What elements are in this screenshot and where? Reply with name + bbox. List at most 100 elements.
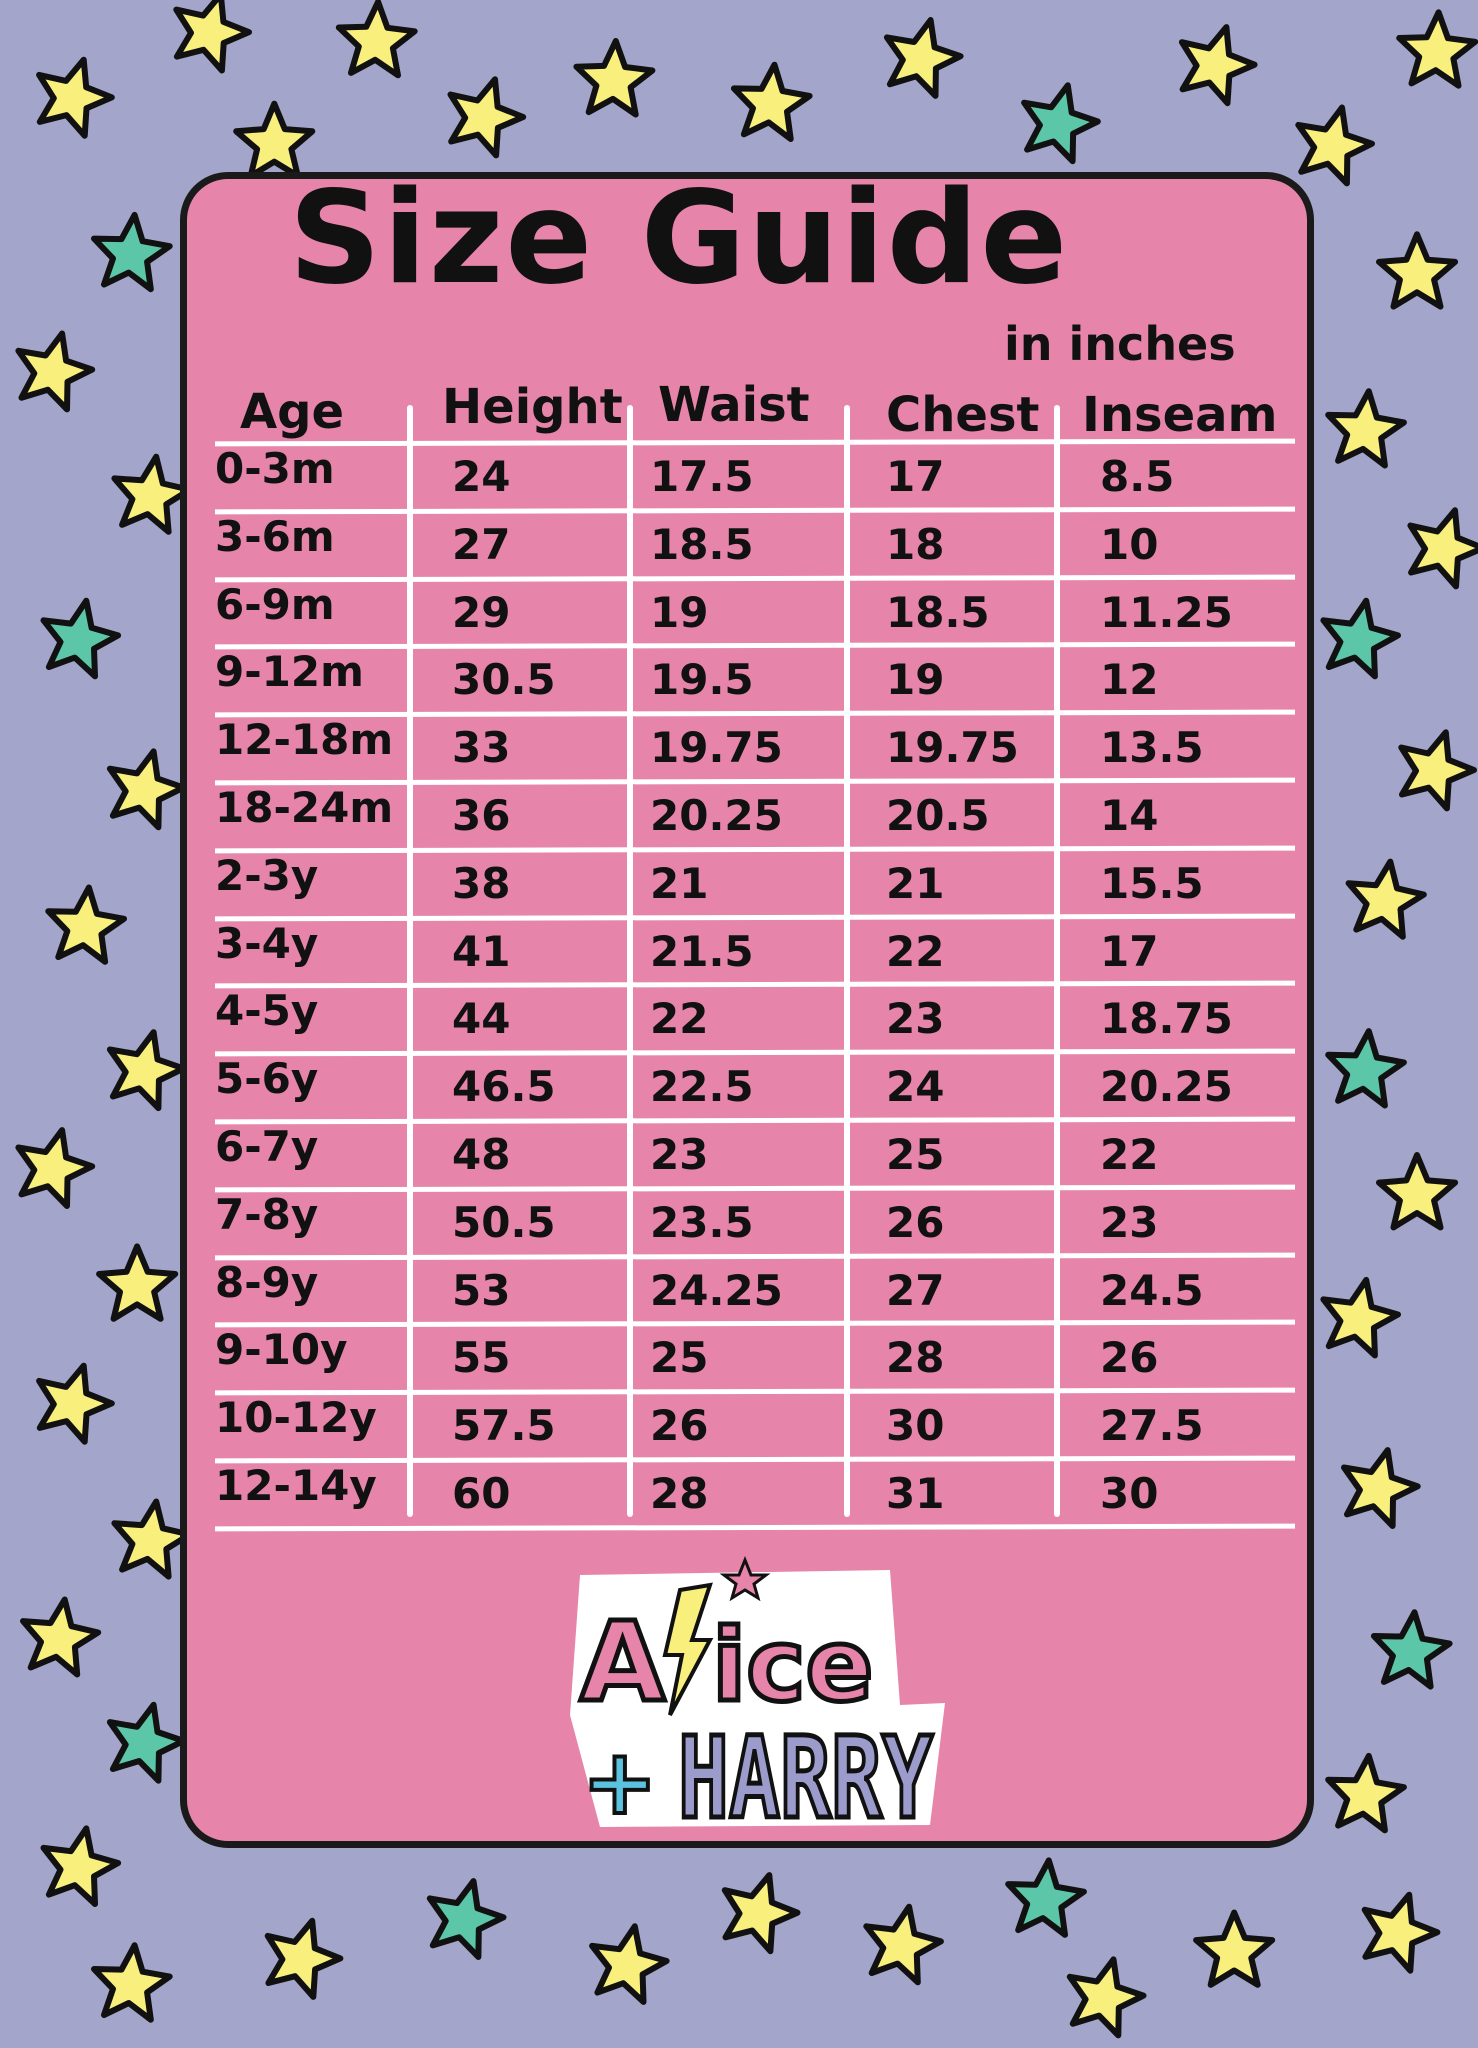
measurement-cell: 10: [1100, 519, 1159, 569]
measurement-cell: 20.5: [886, 791, 990, 840]
age-cell: 3-4y: [215, 918, 319, 968]
row-divider: [214, 1116, 1296, 1125]
row-divider: [214, 1184, 1296, 1193]
column-divider: [407, 405, 413, 1517]
star-icon: [1325, 388, 1407, 469]
measurement-cell: 17: [886, 452, 945, 501]
measurement-cell: 23: [650, 1130, 709, 1179]
star-icon: [1407, 507, 1478, 590]
star-icon: [1376, 1152, 1459, 1231]
age-cell: 9-12m: [215, 647, 364, 697]
row-divider: [214, 1252, 1296, 1261]
star-icon: [15, 330, 96, 413]
row-divider: [214, 1455, 1296, 1464]
measurement-cell: 23: [1100, 1197, 1159, 1247]
star-icon: [36, 56, 115, 139]
measurement-cell: 22: [650, 994, 709, 1044]
age-cell: 2-3y: [215, 850, 319, 900]
measurement-cell: 27: [886, 1265, 945, 1315]
measurement-cell: 20.25: [1100, 1062, 1233, 1112]
star-icon: [1398, 729, 1477, 812]
measurement-cell: 55: [452, 1333, 511, 1383]
age-cell: 5-6y: [215, 1054, 319, 1104]
age-cell: 6-9m: [215, 579, 335, 629]
star-icon: [1005, 1857, 1087, 1938]
star-icon: [883, 17, 964, 99]
measurement-cell: 53: [452, 1265, 511, 1315]
star-icon: [1295, 104, 1375, 187]
star-icon: [91, 1942, 173, 2023]
measurement-cell: 20.25: [650, 791, 783, 840]
column-divider: [627, 405, 633, 1517]
star-icon: [721, 1872, 801, 1955]
column-header-age: Age: [240, 384, 345, 440]
star-icon: [264, 1917, 344, 2000]
measurement-cell: 21.5: [650, 926, 754, 976]
title-text: Size Guide: [288, 164, 1070, 313]
star-icon: [1345, 858, 1427, 940]
measurement-cell: 22: [1100, 1130, 1159, 1179]
measurement-cell: 57.5: [452, 1401, 556, 1451]
measurement-cell: 24: [452, 452, 511, 501]
measurement-cell: 26: [886, 1197, 945, 1247]
star-icon: [40, 1825, 122, 1907]
measurement-cell: 38: [452, 858, 511, 908]
measurement-cell: 48: [452, 1130, 511, 1179]
measurement-cell: 19: [886, 655, 945, 705]
star-icon: [730, 61, 813, 142]
age-cell: 0-3m: [215, 444, 335, 493]
measurement-cell: 17: [1100, 926, 1159, 976]
measurement-cell: 30: [886, 1401, 945, 1451]
measurement-cell: 12: [1100, 655, 1159, 705]
measurement-cell: 31: [886, 1469, 945, 1518]
measurement-cell: 30: [1100, 1469, 1159, 1518]
row-divider: [214, 980, 1296, 989]
alice-harry-logo: A ice + HARRY: [570, 1555, 945, 1835]
measurement-cell: 17.5: [650, 452, 754, 501]
measurement-cell: 41: [452, 926, 511, 976]
star-icon: [335, 0, 418, 79]
measurement-cell: 44: [452, 994, 511, 1044]
star-icon: [589, 1923, 670, 2005]
age-cell: 3-6m: [215, 511, 335, 561]
logo-ice: ice: [712, 1607, 873, 1724]
measurement-cell: 11.25: [1100, 587, 1233, 637]
lightning-icon: [662, 1582, 714, 1716]
star-icon: [1325, 1752, 1407, 1834]
measurement-cell: 25: [650, 1333, 709, 1383]
column-header-inseam: Inseam: [1082, 387, 1278, 443]
star-icon: [106, 1701, 187, 1784]
measurement-cell: 24.5: [1100, 1265, 1204, 1315]
measurement-cell: 23.5: [650, 1197, 754, 1247]
measurement-cell: 18.5: [886, 587, 990, 637]
measurement-cell: 27: [452, 519, 511, 569]
measurement-cell: 60: [452, 1469, 511, 1518]
page-title: Size Guide: [0, 175, 1478, 303]
measurement-cell: 18.75: [1100, 994, 1233, 1044]
star-icon: [173, 0, 252, 74]
measurement-cell: 21: [886, 858, 945, 908]
star-icon: [719, 1555, 771, 1602]
age-cell: 4-5y: [215, 986, 319, 1036]
measurement-cell: 18: [886, 519, 945, 569]
measurement-cell: 28: [886, 1333, 945, 1383]
measurement-cell: 26: [1100, 1333, 1159, 1383]
star-icon: [20, 1596, 102, 1678]
measurement-cell: 21: [650, 858, 709, 908]
star-icon: [91, 211, 173, 293]
measurement-cell: 24: [886, 1062, 945, 1112]
measurement-cell: 36: [452, 791, 511, 840]
star-icon: [15, 1127, 96, 1209]
age-cell: 10-12y: [215, 1393, 377, 1443]
measurement-cell: 19.5: [650, 655, 754, 705]
column-divider: [1054, 405, 1060, 1517]
column-header-waist: Waist: [658, 377, 810, 433]
measurement-cell: 30.5: [452, 655, 556, 705]
star-icon: [1396, 9, 1478, 89]
star-icon: [447, 76, 527, 159]
column-divider: [844, 405, 850, 1517]
row-divider: [214, 574, 1296, 583]
star-icon: [1193, 1909, 1276, 1988]
row-divider: [214, 1387, 1296, 1396]
